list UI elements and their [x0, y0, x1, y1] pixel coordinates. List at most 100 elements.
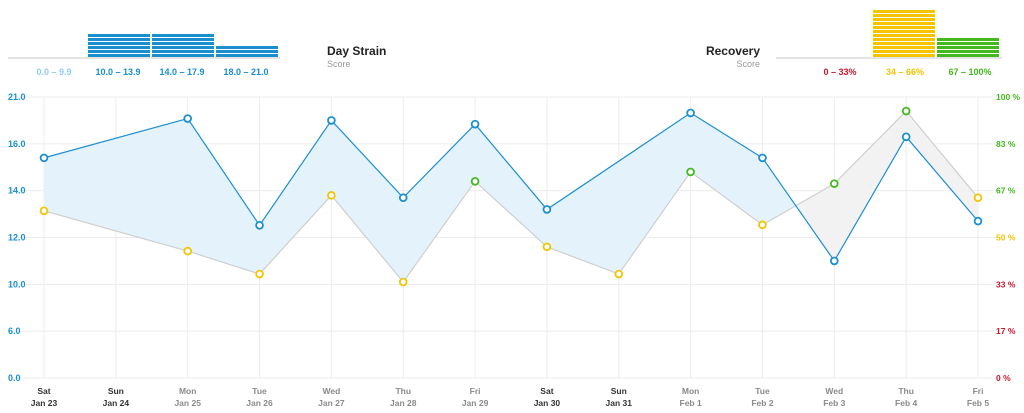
recovery-legend-bar-1 — [873, 26, 935, 29]
strain-legend-bar-1 — [88, 50, 150, 53]
day-label: Thu — [898, 386, 914, 396]
recovery-legend-bar-1 — [873, 50, 935, 53]
strain-legend-bars — [88, 34, 278, 57]
strain-point — [398, 193, 408, 202]
strain-range-1: 10.0 – 13.9 — [95, 67, 140, 77]
date-label: Jan 31 — [606, 398, 633, 408]
day-label: Tue — [755, 386, 770, 396]
day-label: Sun — [611, 386, 627, 396]
recovery-point — [901, 106, 911, 116]
recovery-point — [470, 177, 480, 186]
strain-tick-label: 21.0 — [8, 92, 26, 102]
recovery-point — [39, 206, 49, 216]
strain-line — [43, 112, 979, 263]
strain-point — [327, 116, 336, 125]
day-label: Mon — [682, 386, 699, 396]
day-label: Thu — [395, 386, 411, 396]
recovery-tick-label: 17 % — [996, 326, 1016, 336]
strain-legend-bar-1 — [88, 46, 150, 49]
strain-legend-bar-1 — [88, 38, 150, 41]
strain-legend-bar-1 — [88, 42, 150, 45]
date-label: Jan 25 — [174, 398, 201, 408]
date-label: Jan 24 — [103, 398, 130, 408]
area-between-series — [906, 111, 978, 222]
strain-legend-bar-3 — [216, 54, 278, 57]
area-between-series — [44, 118, 188, 252]
recovery-legend: Recovery Score 0 – 33% 34 – 66% 67 – 100… — [706, 10, 1002, 77]
strain-tick-label: 16.0 — [8, 139, 26, 149]
recovery-range-2: 67 – 100% — [948, 67, 991, 77]
area-between-series — [187, 118, 260, 275]
date-label: Feb 2 — [751, 398, 773, 408]
recovery-legend-bar-1 — [873, 42, 935, 45]
strain-tick-label: 0.0 — [8, 373, 21, 383]
strain-point — [470, 119, 480, 129]
area-between-series — [546, 161, 619, 275]
recovery-legend-bar-1 — [873, 54, 935, 57]
area-between-series — [331, 120, 404, 282]
area-between-series — [690, 112, 763, 225]
recovery-legend-bar-1 — [873, 46, 935, 49]
recovery-tick-label: 0 % — [996, 373, 1011, 383]
day-label: Sun — [108, 386, 124, 396]
strain-tick-label: 12.0 — [8, 233, 26, 243]
strain-tick-label: 6.0 — [8, 326, 21, 336]
recovery-legend-bar-1 — [873, 30, 935, 33]
recovery-legend-bar-1 — [873, 34, 935, 37]
area-between-series — [259, 120, 332, 275]
strain-point — [973, 216, 983, 226]
recovery-point — [398, 277, 408, 287]
day-label: Sat — [540, 386, 553, 396]
date-label: Jan 30 — [534, 398, 561, 408]
day-label: Sat — [37, 386, 50, 396]
strain-legend-bar-1 — [88, 34, 150, 37]
recovery-point — [758, 220, 767, 230]
recovery-legend-bar-2 — [937, 54, 999, 57]
area-between-series — [403, 124, 476, 282]
strain-legend-subtitle: Score — [327, 59, 351, 69]
strain-tick-label: 14.0 — [8, 186, 26, 196]
recovery-axis: 0 % 17 % 33 % 50 % 67 % 83 % 100 % — [996, 92, 1021, 383]
strain-range-2: 14.0 – 17.9 — [159, 67, 204, 77]
strain-tick-label: 10.0 — [8, 279, 26, 289]
recovery-legend-bars — [873, 10, 999, 57]
recovery-legend-bar-1 — [873, 22, 935, 25]
area-between-series — [762, 157, 796, 225]
strain-legend-bar-2 — [152, 50, 214, 53]
recovery-tick-label: 100 % — [996, 92, 1021, 102]
strain-legend-bar-2 — [152, 46, 214, 49]
strain-range-3: 18.0 – 21.0 — [223, 67, 268, 77]
date-label: Feb 3 — [823, 398, 845, 408]
strain-range-0: 0.0 – 9.9 — [36, 67, 71, 77]
recovery-point — [327, 191, 336, 200]
recovery-point — [973, 193, 983, 202]
recovery-point — [686, 167, 695, 177]
date-label: Jan 23 — [31, 398, 58, 408]
date-label: Feb 1 — [680, 398, 702, 408]
strain-legend-bar-2 — [152, 42, 214, 45]
recovery-legend-bar-2 — [937, 42, 999, 45]
recovery-legend-bar-1 — [873, 14, 935, 17]
recovery-tick-label: 33 % — [996, 279, 1016, 289]
day-label: Tue — [252, 386, 267, 396]
strain-legend-bar-3 — [216, 50, 278, 53]
strain-point — [39, 153, 49, 163]
strain-point — [686, 108, 695, 118]
strain-legend-bar-2 — [152, 38, 214, 41]
recovery-tick-label: 67 % — [996, 186, 1016, 196]
strain-legend: Day Strain Score 0.0 – 9.9 10.0 – 13.9 1… — [8, 34, 386, 77]
strain-legend-bar-3 — [216, 46, 278, 49]
recovery-tick-label: 83 % — [996, 139, 1016, 149]
recovery-tick-label: 50 % — [996, 233, 1016, 243]
day-label: Wed — [825, 386, 843, 396]
date-label: Jan 26 — [246, 398, 273, 408]
series-points — [39, 106, 983, 287]
date-axis: Sat Jan 23 Sun Jan 24 Mon Jan 25 Tue Jan 26 Wed J… — [31, 386, 990, 408]
area-between-series — [795, 183, 835, 261]
day-label: Wed — [322, 386, 340, 396]
strain-legend-title: Day Strain — [327, 44, 386, 58]
area-between-series — [834, 111, 907, 261]
recovery-point — [830, 179, 839, 188]
recovery-legend-bar-2 — [937, 38, 999, 41]
